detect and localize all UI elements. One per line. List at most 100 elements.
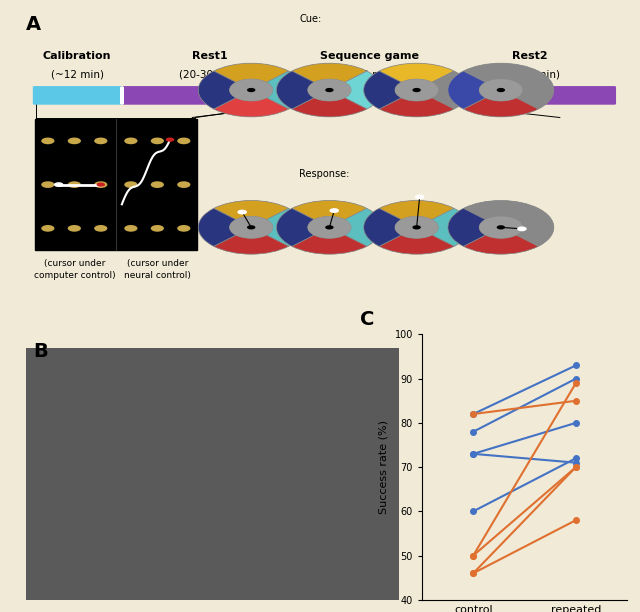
Circle shape — [68, 181, 81, 188]
Wedge shape — [432, 208, 470, 246]
Circle shape — [68, 225, 81, 232]
Wedge shape — [380, 98, 454, 117]
Wedge shape — [364, 71, 401, 109]
Wedge shape — [292, 235, 367, 254]
Circle shape — [54, 182, 63, 187]
Circle shape — [497, 88, 505, 92]
Circle shape — [124, 181, 138, 188]
Wedge shape — [463, 98, 538, 117]
Circle shape — [325, 225, 333, 230]
FancyBboxPatch shape — [33, 86, 122, 105]
Circle shape — [151, 181, 164, 188]
Circle shape — [276, 201, 382, 254]
Circle shape — [247, 225, 255, 230]
Circle shape — [517, 226, 527, 231]
Wedge shape — [448, 71, 486, 109]
Wedge shape — [463, 235, 538, 254]
Text: (20-30 min): (20-30 min) — [499, 69, 560, 80]
Circle shape — [124, 225, 138, 232]
Text: Rest2: Rest2 — [511, 51, 547, 61]
Wedge shape — [380, 201, 454, 220]
Wedge shape — [214, 98, 289, 117]
Circle shape — [308, 217, 351, 238]
FancyBboxPatch shape — [123, 86, 296, 105]
Bar — [440, 87, 444, 104]
Text: A: A — [26, 15, 41, 34]
Wedge shape — [463, 63, 538, 82]
Circle shape — [395, 217, 438, 238]
Wedge shape — [214, 63, 289, 82]
Circle shape — [276, 63, 382, 117]
Circle shape — [198, 63, 304, 117]
Wedge shape — [214, 235, 289, 254]
Text: (cursor under
computer control): (cursor under computer control) — [33, 259, 115, 280]
Wedge shape — [380, 235, 454, 254]
Text: (~20 min): (~20 min) — [343, 69, 396, 80]
Circle shape — [497, 225, 505, 230]
Bar — [120, 87, 124, 104]
Circle shape — [330, 208, 339, 213]
Bar — [295, 87, 299, 104]
Text: B: B — [33, 342, 48, 362]
Wedge shape — [380, 63, 454, 82]
FancyBboxPatch shape — [443, 86, 616, 105]
Wedge shape — [292, 63, 367, 82]
Circle shape — [412, 88, 421, 92]
Wedge shape — [516, 208, 554, 246]
Wedge shape — [198, 208, 236, 246]
Wedge shape — [198, 71, 236, 109]
Circle shape — [325, 88, 333, 92]
Circle shape — [68, 138, 81, 144]
Circle shape — [177, 225, 191, 232]
Circle shape — [124, 138, 138, 144]
Wedge shape — [463, 201, 538, 220]
Wedge shape — [516, 71, 554, 109]
Circle shape — [94, 181, 108, 188]
Circle shape — [94, 138, 108, 144]
Circle shape — [94, 225, 108, 232]
Text: (20-30 min): (20-30 min) — [179, 69, 240, 80]
Circle shape — [230, 217, 273, 238]
Circle shape — [308, 79, 351, 101]
Wedge shape — [276, 71, 314, 109]
Text: Rest1: Rest1 — [191, 51, 227, 61]
Circle shape — [364, 201, 470, 254]
Circle shape — [479, 79, 522, 101]
Wedge shape — [266, 71, 304, 109]
Wedge shape — [432, 71, 470, 109]
Wedge shape — [266, 208, 304, 246]
Circle shape — [237, 210, 247, 215]
Circle shape — [364, 63, 470, 117]
Text: (cursor under
neural control): (cursor under neural control) — [124, 259, 191, 280]
Circle shape — [41, 181, 54, 188]
Circle shape — [41, 225, 54, 232]
Circle shape — [177, 181, 191, 188]
Circle shape — [415, 195, 424, 200]
Text: Response:: Response: — [300, 170, 349, 179]
Wedge shape — [276, 208, 314, 246]
Wedge shape — [345, 71, 382, 109]
Text: C: C — [360, 310, 375, 329]
Circle shape — [41, 138, 54, 144]
Wedge shape — [364, 208, 401, 246]
Circle shape — [198, 201, 304, 254]
Text: Sequence game: Sequence game — [320, 51, 419, 61]
Wedge shape — [345, 208, 382, 246]
Circle shape — [230, 79, 273, 101]
Circle shape — [151, 138, 164, 144]
Wedge shape — [214, 201, 289, 220]
Circle shape — [151, 225, 164, 232]
Circle shape — [448, 63, 554, 117]
Text: Calibration: Calibration — [43, 51, 111, 61]
Circle shape — [97, 182, 105, 187]
Circle shape — [448, 201, 554, 254]
Circle shape — [395, 79, 438, 101]
Text: Cue:: Cue: — [300, 13, 321, 24]
Circle shape — [177, 138, 191, 144]
Y-axis label: Success rate (%): Success rate (%) — [379, 420, 389, 514]
Wedge shape — [292, 98, 367, 117]
Circle shape — [479, 217, 522, 238]
FancyBboxPatch shape — [298, 86, 442, 105]
Wedge shape — [292, 201, 367, 220]
Wedge shape — [448, 208, 486, 246]
